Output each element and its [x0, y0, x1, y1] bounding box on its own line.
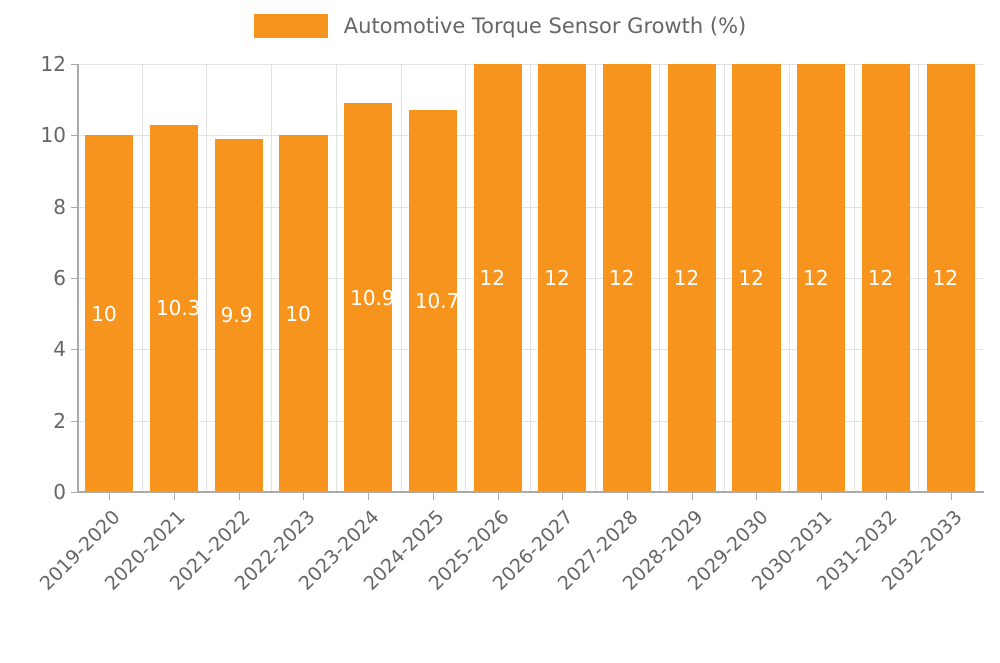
bar-value-label: 12 — [867, 266, 894, 290]
y-axis-tick-label: 4 — [53, 337, 66, 362]
gridline-vertical — [142, 64, 143, 492]
y-axis-tick-label: 10 — [40, 123, 66, 148]
gridline-vertical — [789, 64, 790, 492]
x-axis-tick-mark — [821, 493, 822, 500]
bar[interactable] — [408, 110, 458, 492]
x-axis-tick-mark — [692, 493, 693, 500]
chart-legend: Automotive Torque Sensor Growth (%) — [0, 14, 1000, 38]
x-axis-spine — [77, 491, 984, 493]
bar-value-label: 10 — [285, 301, 311, 326]
x-axis-tick-mark — [433, 493, 434, 500]
bar[interactable] — [149, 124, 199, 492]
bar[interactable] — [797, 64, 846, 492]
bar-value-label: 12 — [932, 266, 958, 290]
bar[interactable] — [344, 103, 393, 492]
y-axis-tick-mark — [71, 421, 77, 422]
bar[interactable] — [926, 64, 975, 492]
y-axis-tick-labels: 0 2 4 6 8 10 12 — [0, 0, 77, 600]
gridline-vertical — [724, 64, 725, 492]
bar[interactable] — [473, 64, 522, 492]
bar-value-label: 12 — [608, 266, 635, 290]
x-axis-tick-mark — [368, 493, 369, 500]
x-axis-tick-mark — [627, 493, 628, 500]
gridline-vertical — [530, 64, 531, 492]
y-axis-tick-mark — [71, 278, 77, 279]
y-axis-tick-label: 6 — [53, 266, 66, 290]
y-axis-tick-mark — [71, 349, 77, 350]
bar-value-label: 12 — [479, 266, 505, 290]
legend-color-swatch — [253, 14, 328, 38]
x-axis-tick-mark — [109, 493, 110, 500]
x-axis-tick-mark — [951, 493, 952, 500]
y-axis-spine — [77, 64, 79, 493]
bar[interactable] — [85, 135, 134, 492]
bar[interactable] — [732, 64, 781, 492]
y-axis-tick-label: 8 — [53, 194, 66, 219]
bar-value-label: 9.9 — [220, 303, 253, 328]
y-axis-tick-mark — [71, 135, 77, 136]
x-axis-tick-mark — [239, 493, 240, 500]
plot-area: 10 10.3 9.9 10 10.9 10.7 12 12 12 12 12 12 12 12 — [77, 64, 983, 493]
bar-value-label: 12 — [544, 266, 570, 290]
gridline-vertical — [659, 64, 660, 492]
y-axis-tick-label: 2 — [53, 408, 66, 433]
bar-value-label: 10.9 — [350, 285, 395, 310]
x-axis-tick-mark — [303, 493, 304, 500]
gridline-vertical — [918, 64, 919, 492]
gridline-vertical — [595, 64, 596, 492]
bar-value-label: 10.3 — [155, 296, 201, 321]
gridline-vertical — [854, 64, 855, 492]
bar-value-label: 12 — [803, 266, 829, 290]
bar[interactable] — [279, 135, 328, 492]
x-axis-tick-mark — [498, 493, 499, 500]
bar-value-label: 12 — [738, 266, 764, 290]
bar[interactable] — [602, 64, 652, 492]
gridline-vertical — [336, 64, 337, 492]
gridline-vertical — [206, 64, 207, 492]
x-axis-tick-mark — [562, 493, 563, 500]
bar-value-label: 10 — [91, 301, 117, 326]
x-axis-tick-mark — [886, 493, 887, 500]
gridline-vertical — [271, 64, 272, 492]
bar-chart: Automotive Torque Sensor Growth (%) 0 2 4 6… — [0, 0, 1000, 600]
y-axis-tick-mark — [71, 64, 77, 65]
bar[interactable] — [861, 64, 911, 492]
gridline-vertical — [465, 64, 466, 492]
y-axis-tick-label: 12 — [40, 52, 66, 76]
bar[interactable] — [667, 64, 716, 492]
x-axis-tick-mark — [174, 493, 175, 500]
x-axis-tick-mark — [756, 493, 757, 500]
bar[interactable] — [214, 138, 263, 492]
bar-value-label: 10.7 — [414, 289, 460, 314]
y-axis-tick-mark — [71, 207, 77, 208]
y-axis-tick-mark — [71, 492, 77, 493]
bar-value-label: 12 — [673, 266, 700, 290]
gridline-vertical — [401, 64, 402, 492]
bar[interactable] — [538, 64, 587, 492]
y-axis-tick-label: 0 — [53, 480, 66, 504]
legend-series-label: Automotive Torque Sensor Growth (%) — [343, 14, 747, 38]
